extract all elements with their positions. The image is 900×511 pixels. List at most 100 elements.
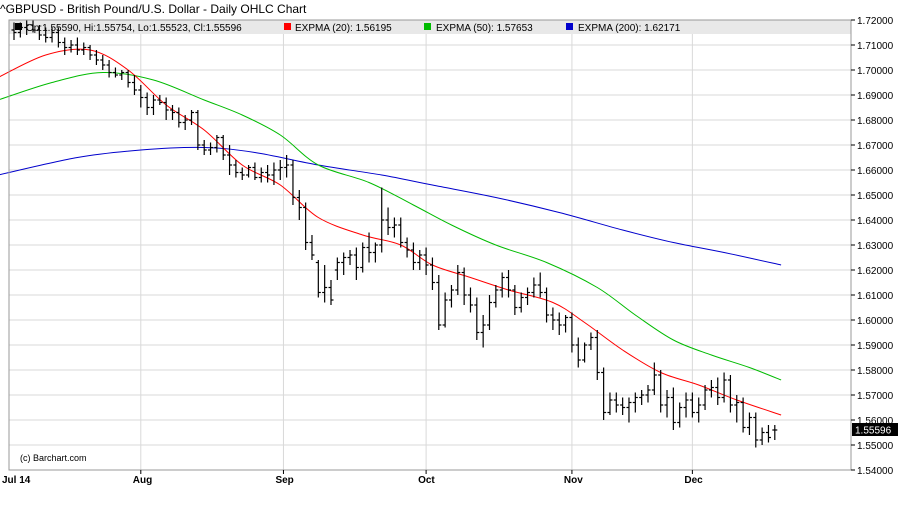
y-tick-label: 1.61000 (857, 291, 894, 302)
ohlc-bar (651, 362, 657, 395)
ohlc-bar (746, 412, 752, 435)
ohlc-bar (347, 250, 353, 265)
ohlc-bar (258, 167, 264, 183)
ohlc-bar (252, 162, 258, 180)
ohlc-bar (487, 295, 492, 330)
ohlc-bar (328, 280, 334, 305)
ema20-legend-label: EXPMA (20): 1.56195 (295, 23, 392, 34)
ohlc-bar (182, 115, 188, 130)
ohlc-bar (303, 202, 309, 250)
ohlc-bar (620, 397, 626, 415)
y-tick-label: 1.65000 (857, 191, 894, 202)
ohlc-bar (563, 315, 569, 333)
ohlc-bar (233, 160, 239, 178)
ohlc-bar (11, 22, 17, 40)
ohlc-bar (195, 110, 201, 150)
y-tick-label: 1.67000 (857, 141, 894, 152)
ohlc-bar (353, 247, 359, 280)
ohlc-bar (506, 270, 512, 298)
last-price-marker: 1.55596 (852, 423, 898, 437)
ohlc-bar (150, 95, 156, 115)
y-tick-label: 1.71000 (857, 41, 894, 52)
ohlc-bar (112, 67, 118, 78)
y-tick-label: 1.68000 (857, 116, 894, 127)
ohlc-bar (429, 257, 435, 290)
ohlc-bar (588, 332, 594, 350)
ohlc-bar (582, 342, 588, 363)
ohlc-bar (639, 390, 645, 405)
ohlc-bar (87, 45, 93, 60)
ohlc-bar (341, 252, 347, 275)
ohlc-bar (372, 242, 378, 263)
ohlc-bar (227, 145, 233, 175)
last-price-label: 1.55596 (855, 426, 892, 437)
ohlc-bar (290, 160, 296, 205)
ohlc-bar (410, 242, 416, 270)
y-tick-label: 1.62000 (857, 266, 894, 277)
ohlc-bar (689, 392, 695, 418)
ohlc-bar (334, 257, 340, 280)
ohlc-bar (309, 235, 315, 260)
ohlc-bar (544, 287, 550, 323)
ohlc-bar (106, 60, 112, 78)
ohlc-bar (30, 20, 36, 33)
ohlc-bar (125, 70, 131, 88)
y-tick-label: 1.70000 (857, 66, 894, 77)
ohlc-bar (391, 217, 397, 238)
ohlc-bar (512, 285, 518, 315)
ohlc-bar (575, 337, 581, 368)
ohlc-bar (43, 27, 49, 43)
ohlc-bar (214, 135, 220, 153)
ohlc-bar (658, 370, 664, 413)
ema20-legend-swatch (284, 23, 291, 30)
ohlc-bar (404, 237, 410, 258)
x-month-label: Oct (418, 475, 435, 486)
ohlc-bar (322, 265, 328, 303)
ohlc-bar (550, 307, 556, 330)
ohlc-bar (138, 85, 144, 108)
ema200-legend-swatch (566, 23, 573, 30)
ohlc-bar (708, 380, 714, 398)
y-tick-label: 1.66000 (857, 166, 894, 177)
ohlc-bar (499, 272, 505, 298)
ohlc-bar (423, 247, 429, 275)
ohlc-bar (696, 397, 702, 423)
ema200-legend-label: EXPMA (200): 1.62171 (578, 23, 681, 34)
ohlc-bar (727, 375, 733, 413)
y-axis-ticks: 1.72000 1.71000 1.70000 1.69000 1.68000 1.670… (851, 16, 894, 477)
ohlc-bar (537, 272, 543, 298)
ohlc-bar (772, 425, 778, 440)
ohlc-bar (677, 402, 683, 428)
ohlc-bar (398, 217, 404, 248)
ohlc-bar (157, 95, 163, 105)
grid (9, 20, 851, 470)
ohlc-bar (753, 412, 759, 448)
ohlc-bar (68, 40, 74, 53)
ohlc-bar (366, 232, 372, 263)
ohlc-bar (601, 367, 607, 420)
ohlc-bar (556, 312, 562, 335)
ohlc-bar (759, 427, 765, 445)
ema200-line (0, 146, 782, 266)
ohlc-bar (201, 140, 207, 155)
ohlc-bar (55, 27, 61, 48)
ohlc-bar (246, 165, 252, 178)
x-month-label: Nov (564, 475, 583, 486)
y-tick-label: 1.56000 (857, 416, 894, 427)
last-price-box (852, 423, 898, 436)
ema50-line (0, 71, 782, 381)
ohlc-bar (518, 292, 524, 313)
ohlc-bar (163, 97, 169, 120)
ema50-legend-label: EXPMA (50): 1.57653 (436, 23, 533, 34)
ohlc-bar (480, 315, 486, 348)
ohlc-bar (645, 385, 651, 403)
ohlc-bar (81, 42, 87, 55)
ohlc-bar (271, 162, 277, 185)
ohlc-legend-swatch (15, 23, 22, 30)
ohlc-bar (170, 105, 175, 120)
x-month-label: Dec (684, 475, 703, 486)
ohlc-bar (176, 107, 182, 128)
ohlc-bar (277, 160, 283, 180)
ohlc-bar (664, 390, 670, 418)
chart-title: ^GBPUSD - British Pound/U.S. Dollar - Da… (0, 2, 307, 16)
